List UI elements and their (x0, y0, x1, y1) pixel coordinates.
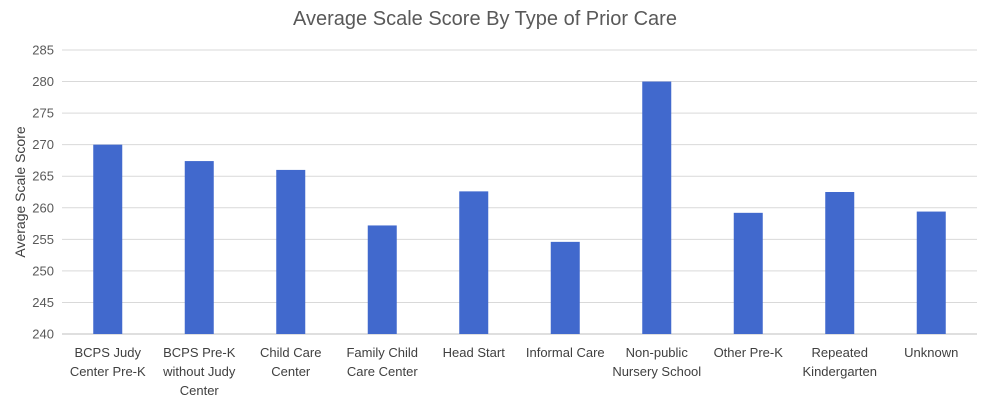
y-tick-label: 255 (32, 232, 54, 247)
bar (916, 211, 946, 334)
x-tick-label: Unknown (904, 345, 958, 360)
bar (184, 161, 214, 334)
x-tick-label: Informal Care (526, 345, 605, 360)
y-tick-label: 245 (32, 295, 54, 310)
chart-title: Average Scale Score By Type of Prior Car… (293, 8, 677, 30)
y-tick-label: 240 (32, 327, 54, 342)
y-tick-label: 250 (32, 263, 54, 278)
bar (367, 225, 397, 334)
y-tick-label: 270 (32, 137, 54, 152)
bar (276, 169, 306, 334)
bar (550, 241, 580, 334)
x-tick-labels: BCPS Judy Center Pre-K BCPS Pre-K without J… (70, 345, 959, 398)
y-tick-label: 275 (32, 106, 54, 121)
gridlines (62, 49, 977, 335)
x-tick-label: Other Pre-K (714, 345, 784, 360)
y-tick-label: 285 (32, 43, 54, 58)
y-tick-labels: 240 245 250 255 260 265 270 275 280 285 (32, 43, 54, 342)
x-tick-label: Family Child Care Center (346, 345, 418, 379)
y-tick-label: 260 (32, 200, 54, 215)
x-tick-label: Non-public Nursery School (612, 345, 701, 379)
bar (825, 192, 855, 334)
y-tick-label: 265 (32, 169, 54, 184)
bar (642, 81, 672, 334)
bar (459, 191, 489, 334)
x-tick-label: BCPS Judy Center Pre-K (70, 345, 146, 379)
bar (93, 144, 123, 334)
x-tick-label: Child Care Center (260, 345, 321, 379)
x-tick-label: Head Start (443, 345, 506, 360)
bars (93, 81, 946, 334)
bar (733, 212, 763, 334)
y-axis-label: Average Scale Score (12, 126, 28, 257)
y-tick-label: 280 (32, 74, 54, 89)
x-tick-label: Repeated Kindergarten (803, 345, 877, 379)
x-tick-label: BCPS Pre-K without Judy Center (162, 345, 236, 398)
